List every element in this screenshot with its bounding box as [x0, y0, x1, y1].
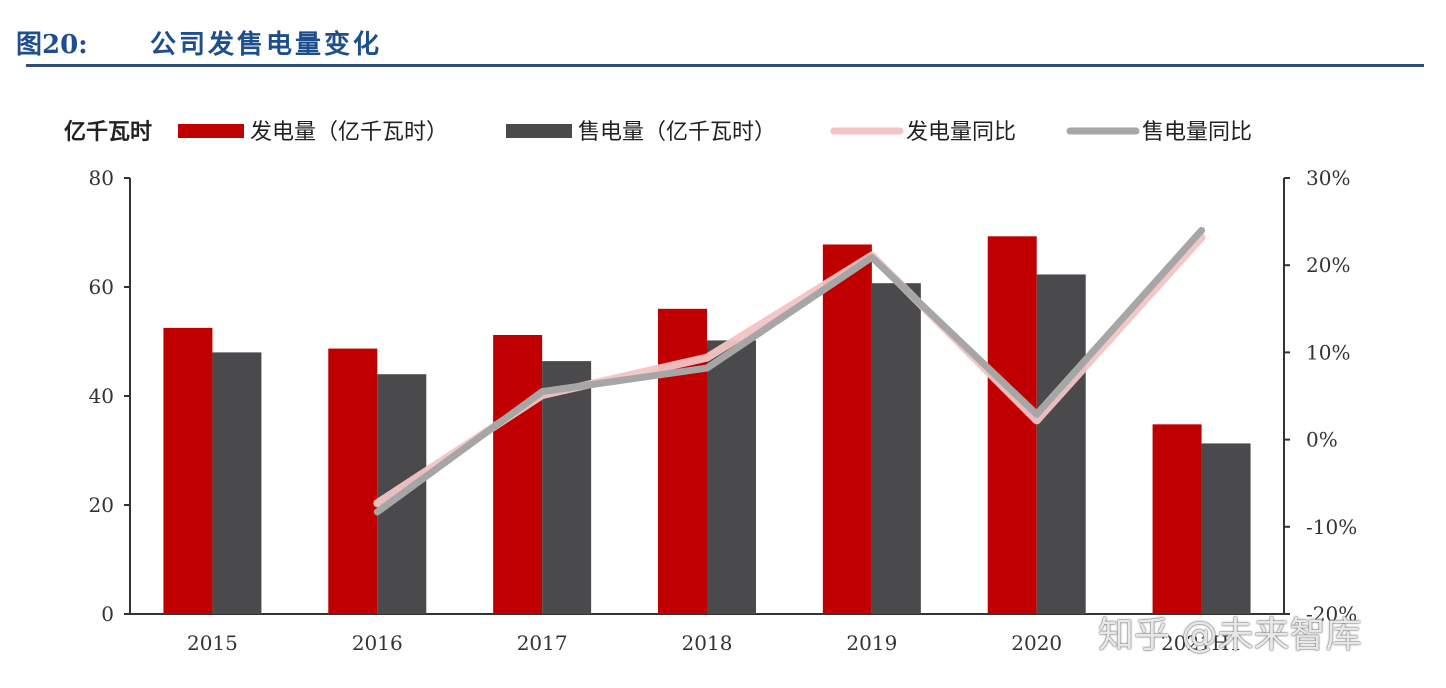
legend-swatch-1	[506, 124, 572, 138]
x-tick-label: 2020	[1011, 631, 1062, 655]
left-tick-label: 60	[89, 275, 114, 299]
x-tick-label: 2018	[682, 631, 733, 655]
x-axis-labels: 2015 2016 2017 2018 2019 2020 2021H1	[187, 631, 1242, 655]
figure-header: 图20: 公司发售电量变化	[10, 24, 1426, 60]
sales-bar-2017	[542, 361, 592, 614]
left-tick-label: 20	[89, 493, 114, 517]
generation-bar-2019	[822, 244, 872, 615]
sales-yoy-line	[373, 226, 1206, 516]
right-tick-label: -10%	[1306, 515, 1357, 539]
x-tick-label: 2021H1	[1161, 631, 1242, 655]
sales-bar-2021H1	[1201, 443, 1251, 614]
right-tick-label: 30%	[1306, 166, 1350, 190]
legend-label-1: 售电量（亿千瓦时）	[578, 120, 776, 145]
left-tick-label: 0	[101, 602, 114, 626]
figure-title: 公司发售电量变化	[150, 30, 383, 60]
generation-bar-2017	[493, 334, 543, 614]
chart-legend: 亿千瓦时 发电量（亿千瓦时） 售电量（亿千瓦时） 发电量同比 售电量同比	[64, 120, 1252, 145]
right-tick-label: 0%	[1306, 428, 1338, 452]
x-tick-label: 2016	[352, 631, 403, 655]
x-tick-label: 2017	[517, 631, 568, 655]
sales-bar-2020	[1036, 274, 1086, 614]
left-tick-label: 40	[89, 384, 114, 408]
x-tick-label: 2015	[187, 631, 238, 655]
legend-label-0: 发电量（亿千瓦时）	[250, 120, 448, 145]
legend-swatch-0	[178, 124, 244, 138]
watermark: 知乎 @未来智库	[1098, 615, 1362, 656]
left-tick-label: 80	[89, 166, 114, 190]
line-series	[373, 226, 1206, 516]
header-divider	[26, 64, 1424, 67]
unit-label: 亿千瓦时	[64, 120, 152, 145]
legend-label-3: 售电量同比	[1142, 120, 1252, 145]
generation-bar-2016	[328, 348, 378, 614]
sales-bar-2015	[212, 352, 262, 614]
right-tick-label: -20%	[1306, 602, 1357, 626]
generation-bar-2018	[658, 308, 707, 614]
right-tick-label: 20%	[1306, 253, 1350, 277]
bar-series	[163, 236, 1251, 615]
figure-number: 图20:	[16, 30, 88, 60]
generation-bar-2020	[987, 236, 1037, 614]
x-tick-label: 2019	[846, 631, 897, 655]
sales-bar-2018	[707, 340, 756, 614]
legend-label-2: 发电量同比	[906, 120, 1016, 145]
generation-bar-2015	[163, 327, 213, 614]
right-tick-label: 10%	[1306, 340, 1350, 364]
generation-bar-2021H1	[1152, 424, 1202, 614]
sales-bar-2019	[871, 283, 921, 614]
